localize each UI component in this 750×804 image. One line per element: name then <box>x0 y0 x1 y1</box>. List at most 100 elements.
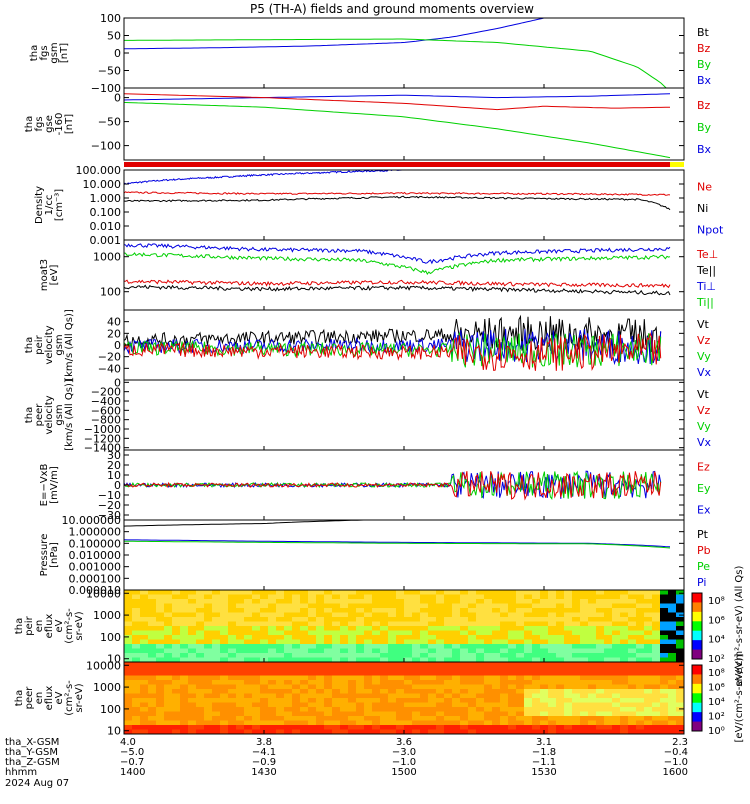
spectrogram-cell <box>236 590 245 596</box>
spectrogram-cell <box>212 689 221 695</box>
spectrogram-cell <box>668 590 677 596</box>
spectrogram-cell <box>636 608 645 614</box>
spectrogram-cell <box>556 675 565 681</box>
x-axis-value: 1400 <box>120 767 145 778</box>
spectrogram-cell <box>148 675 157 681</box>
spectrogram-cell <box>172 626 181 632</box>
spectrogram-cell <box>404 702 413 708</box>
spectrogram-cell <box>620 648 629 654</box>
spectrogram-cell <box>308 689 317 695</box>
spectrogram-cell <box>380 621 389 627</box>
spectrogram-cell <box>516 716 525 722</box>
spectrogram-cell <box>220 621 229 627</box>
spectrogram-cell <box>460 608 469 614</box>
spectrogram-cell <box>628 599 637 605</box>
spectrogram-cell <box>140 693 149 699</box>
spectrogram-cell <box>324 630 333 636</box>
spectrogram-cell <box>388 662 397 668</box>
spectrogram-cell <box>252 653 261 659</box>
spectrogram-cell <box>188 702 197 708</box>
spectrogram-cell <box>620 671 629 677</box>
spectrogram-cell <box>428 662 437 668</box>
spectrogram-cell <box>404 657 413 662</box>
spectrogram-cell <box>676 594 684 600</box>
spectrogram-cell <box>468 716 477 722</box>
spectrogram-cell <box>396 711 405 717</box>
spectrogram-cell <box>388 725 397 731</box>
spectrogram-cell <box>468 693 477 699</box>
spectrogram-cell <box>148 720 157 726</box>
spectrogram-cell <box>236 711 245 717</box>
spectrogram-cell <box>236 657 245 662</box>
spectrogram-cell <box>524 626 533 632</box>
spectrogram-cell <box>636 711 645 717</box>
spectrogram-cell <box>404 729 413 734</box>
spectrogram-cell <box>508 675 517 681</box>
spectrogram-cell <box>460 635 469 641</box>
spectrogram-cell <box>596 684 605 690</box>
spectrogram-cell <box>164 684 173 690</box>
panel-frame <box>123 17 685 89</box>
spectrogram-cell <box>620 590 629 596</box>
spectrogram-cell <box>316 635 325 641</box>
spectrogram-cell <box>580 621 589 627</box>
spectrogram-cell <box>124 653 133 659</box>
spectrogram-cell <box>548 684 557 690</box>
spectrogram-cell <box>348 662 357 668</box>
spectrogram-cell <box>356 725 365 731</box>
spectrogram-cell <box>516 666 525 672</box>
spectrogram-cell <box>196 603 205 609</box>
x-axis-value: −3.0 <box>392 747 416 758</box>
spectrogram-cell <box>444 639 453 645</box>
spectrogram-cell <box>276 635 285 641</box>
spectrogram-cell <box>348 725 357 731</box>
spectrogram-cell <box>260 599 269 605</box>
spectrogram-cell <box>428 639 437 645</box>
spectrogram-cell <box>676 720 684 726</box>
spectrogram-cell <box>540 684 549 690</box>
spectrogram-cell <box>324 698 333 704</box>
spectrogram-cell <box>164 707 173 713</box>
y-tick-label: −30 <box>98 509 121 522</box>
spectrogram-cell <box>604 666 613 672</box>
spectrogram-cell <box>668 666 677 672</box>
spectrogram-cell <box>564 702 573 708</box>
y-tick-label: 40 <box>107 316 121 329</box>
spectrogram-cell <box>252 612 261 618</box>
spectrogram-cell <box>324 662 333 668</box>
spectrogram-cell <box>476 711 485 717</box>
spectrogram-cell <box>308 729 317 734</box>
spectrogram-cell <box>532 635 541 641</box>
spectrogram-cell <box>476 612 485 618</box>
spectrogram-cell <box>644 648 653 654</box>
spectrogram-cell <box>196 608 205 614</box>
y-axis-label: fgs <box>39 45 50 60</box>
spectrogram-cell <box>524 720 533 726</box>
spectrogram-cell <box>588 644 597 650</box>
spectrogram-cell <box>548 648 557 654</box>
spectrogram-cell <box>268 639 277 645</box>
spectrogram-cell <box>268 630 277 636</box>
y-tick-label: 0.000100 <box>69 572 122 585</box>
spectrogram-cell <box>516 657 525 662</box>
spectrogram-cell <box>292 599 301 605</box>
spectrogram-cell <box>484 639 493 645</box>
spectrogram-cell <box>228 653 237 659</box>
spectrogram-cell <box>220 707 229 713</box>
series-group <box>124 470 662 501</box>
spectrogram-cell <box>172 608 181 614</box>
spectrogram-cell <box>172 603 181 609</box>
spectrogram-cell <box>452 675 461 681</box>
spectrogram-cell <box>348 671 357 677</box>
spectrogram-cell <box>292 684 301 690</box>
spectrogram-cell <box>388 621 397 627</box>
spectrogram-cell <box>124 675 133 681</box>
spectrogram-cell <box>236 630 245 636</box>
spectrogram-cell <box>196 612 205 618</box>
spectrogram-cell <box>196 657 205 662</box>
spectrogram-cell <box>300 617 309 623</box>
spectrogram-cell <box>380 626 389 632</box>
spectrogram-cell <box>276 594 285 600</box>
spectrogram-cell <box>308 653 317 659</box>
